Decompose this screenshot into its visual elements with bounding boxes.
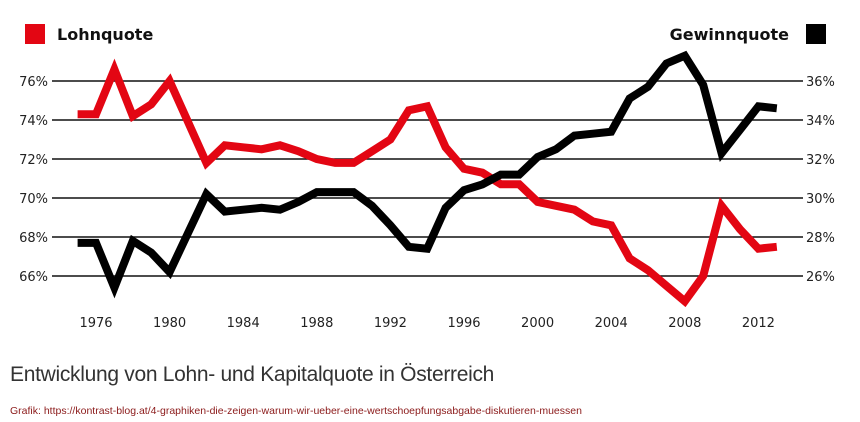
source-credit-link[interactable]: Grafik: https://kontrast-blog.at/4-graph… xyxy=(10,405,582,417)
y-axis-left-tick-label: 72% xyxy=(19,153,48,168)
y-axis-right-tick-label: 36% xyxy=(806,75,835,90)
series-line-gewinnquote xyxy=(77,50,778,299)
chart-caption: Entwicklung von Lohn- und Kapitalquote i… xyxy=(10,363,495,386)
x-axis-tick-label: 1980 xyxy=(153,316,186,331)
x-axis-tick-label: 2008 xyxy=(668,316,701,331)
legend-label-gewinnquote: Gewinnquote xyxy=(669,24,789,44)
x-axis-tick-label: 1996 xyxy=(447,316,480,331)
x-axis-tick-label: 2012 xyxy=(742,316,775,331)
y-axis-right-tick-label: 30% xyxy=(806,192,835,207)
y-axis-right-tick-label: 34% xyxy=(806,114,835,129)
x-axis-tick-label: 2004 xyxy=(595,316,628,331)
y-axis-right-tick-label: 32% xyxy=(806,153,835,168)
legend-gewinnquote: Gewinnquote xyxy=(670,24,826,44)
x-axis-tick-label: 1992 xyxy=(374,316,407,331)
y-axis-left-tick-label: 70% xyxy=(19,192,48,207)
gewinnquote-swatch-icon xyxy=(806,24,826,44)
legend-lohnquote: Lohnquote xyxy=(25,24,153,44)
x-axis-tick-label: 2000 xyxy=(521,316,554,331)
y-axis-left-tick-label: 68% xyxy=(19,231,48,246)
y-axis-right-tick-label: 28% xyxy=(806,231,835,246)
x-axis-tick-label: 1988 xyxy=(300,316,333,331)
lohnquote-swatch-icon xyxy=(25,24,45,44)
x-axis-tick-label: 1984 xyxy=(227,316,260,331)
series-line-lohnquote xyxy=(77,58,778,308)
y-axis-right-tick-label: 26% xyxy=(806,270,835,285)
y-axis-left-tick-label: 74% xyxy=(19,114,48,129)
legend-label-lohnquote: Lohnquote xyxy=(57,24,154,44)
x-axis-tick-label: 1976 xyxy=(79,316,112,331)
y-axis-left-tick-label: 66% xyxy=(19,270,48,285)
chart-area: 76% 36% 74% 34% 72% 32% 70% 30% 68% 28% 66% 26% 1976… xyxy=(19,24,835,331)
y-axis-left-tick-label: 76% xyxy=(19,75,48,90)
line-chart: 76% 36% 74% 34% 72% 32% 70% 30% 68% 28% 66% 26% 1976… xyxy=(19,50,835,331)
